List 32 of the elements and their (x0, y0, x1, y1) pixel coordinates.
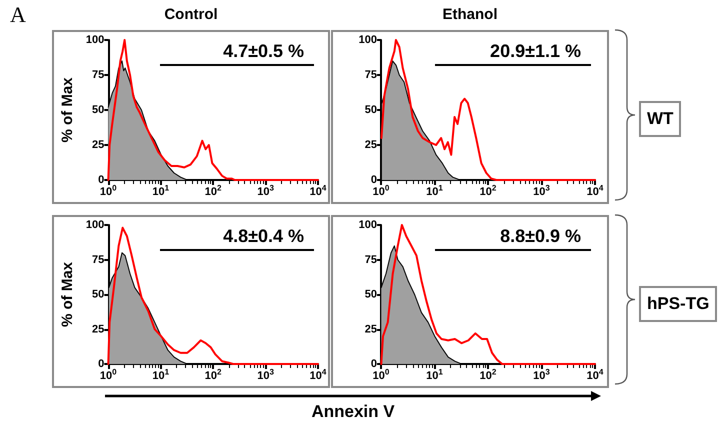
y-tick-label: 25 (92, 139, 104, 151)
y-tick-label: 75 (364, 69, 377, 81)
y-tick-label: 100 (358, 219, 377, 231)
y-tick-label: 75 (364, 254, 377, 266)
annotation: 4.8±0.4 % (223, 226, 304, 246)
y-tick-label: 0 (98, 358, 104, 370)
annotation: 20.9±1.1 % (490, 41, 582, 61)
y-tick-label: 50 (364, 288, 377, 300)
x-axis-title: Annexin V (310, 402, 396, 422)
y-tick-label: 75 (92, 254, 104, 266)
y-axis-title: % of Max (59, 76, 76, 143)
y-tick-label: 100 (358, 34, 377, 46)
y-tick-label: 100 (86, 219, 104, 231)
y-tick-label: 100 (86, 34, 104, 46)
annotation: 8.8±0.9 % (500, 226, 582, 246)
y-axis-title: % of Max (59, 261, 76, 328)
chart-title: Control (164, 6, 218, 23)
y-tick-label: 0 (370, 174, 377, 186)
y-tick-label: 50 (92, 104, 104, 116)
y-tick-label: 50 (364, 104, 377, 116)
y-tick-label: 0 (370, 358, 377, 370)
y-tick-label: 25 (92, 323, 104, 336)
y-tick-label: 0 (98, 174, 104, 186)
text: WT (639, 101, 682, 137)
y-tick-label: 25 (364, 323, 377, 336)
text: A (10, 2, 26, 28)
y-tick-label: 75 (92, 69, 104, 81)
chart-title: Ethanol (442, 6, 498, 23)
y-tick-label: 25 (364, 139, 377, 151)
y-tick-label: 50 (92, 288, 104, 300)
annotation: 4.7±0.5 % (223, 41, 304, 61)
text: hPS-TG (639, 286, 718, 322)
